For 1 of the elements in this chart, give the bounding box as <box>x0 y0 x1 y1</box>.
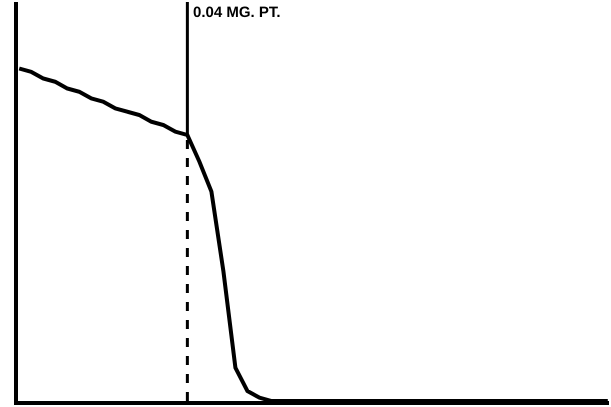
text: 0.04 MG. PT. <box>193 4 281 21</box>
